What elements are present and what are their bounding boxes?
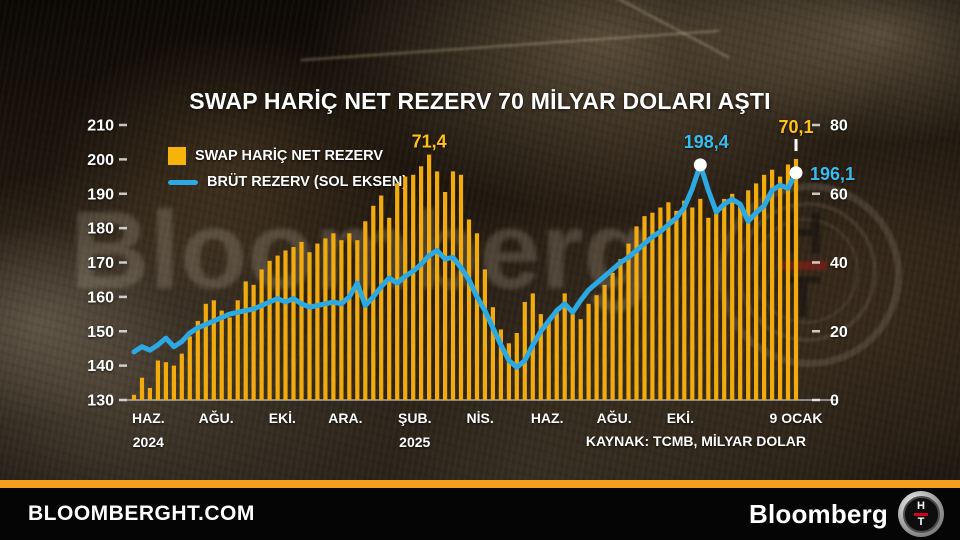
ht-watermark-ring bbox=[718, 183, 902, 367]
svg-text:EKİ.: EKİ. bbox=[667, 410, 694, 426]
chart-legend: SWAP HARİÇ NET REZERV BRÜT REZERV (SOL E… bbox=[168, 147, 407, 190]
svg-text:198,4: 198,4 bbox=[684, 132, 729, 152]
ht-watermark-redbar bbox=[779, 261, 827, 271]
svg-text:2024: 2024 bbox=[133, 434, 164, 450]
svg-text:EKİ.: EKİ. bbox=[269, 410, 296, 426]
ht-watermark-ring bbox=[737, 202, 877, 342]
svg-text:80: 80 bbox=[830, 118, 848, 135]
svg-text:180: 180 bbox=[87, 221, 114, 238]
svg-text:200: 200 bbox=[87, 152, 114, 169]
ht-watermark-ring bbox=[753, 218, 859, 324]
ht-watermark-t: T bbox=[785, 265, 821, 331]
chart-title: SWAP HARİÇ NET REZERV 70 MİLYAR DOLARI A… bbox=[189, 88, 771, 114]
legend-item-net-reserve: SWAP HARİÇ NET REZERV bbox=[168, 147, 407, 165]
svg-text:HAZ.: HAZ. bbox=[531, 410, 564, 426]
legend-item-gross-reserve: BRÜT REZERV (SOL EKSEN) bbox=[168, 174, 407, 190]
svg-text:196,1: 196,1 bbox=[810, 164, 855, 184]
svg-text:ŞUB.: ŞUB. bbox=[398, 410, 431, 426]
ht-logo-t: T bbox=[917, 515, 925, 528]
legend-label-gross-reserve: BRÜT REZERV (SOL EKSEN) bbox=[207, 174, 408, 190]
footer-orange-strip bbox=[0, 480, 960, 488]
svg-text:0: 0 bbox=[830, 393, 839, 410]
net-reserve-bars bbox=[131, 154, 799, 401]
annotations: 71,4 198,4 70,1 196,1 bbox=[412, 117, 855, 184]
source-note: KAYNAK: TCMB, MİLYAR DOLAR bbox=[585, 433, 806, 449]
legend-swatch-bar bbox=[168, 147, 186, 165]
footer-brand-group: Bloomberg H T bbox=[749, 491, 944, 537]
svg-text:170: 170 bbox=[87, 255, 114, 272]
bloomberg-wordmark: Bloomberg bbox=[748, 498, 888, 529]
ht-watermark-h: H bbox=[782, 201, 824, 266]
svg-text:40: 40 bbox=[830, 255, 848, 272]
svg-text:AĞU.: AĞU. bbox=[199, 409, 234, 426]
ht-logo-watermark: H T bbox=[769, 201, 837, 331]
svg-text:140: 140 bbox=[87, 358, 114, 375]
svg-text:NİS.: NİS. bbox=[467, 410, 494, 426]
svg-text:210: 210 bbox=[87, 118, 114, 135]
svg-text:60: 60 bbox=[830, 186, 848, 203]
legend-swatch-line bbox=[168, 179, 198, 185]
legend-label-net-reserve: SWAP HARİÇ NET REZERV bbox=[195, 148, 383, 164]
bloomberg-watermark: Bloomberg bbox=[70, 189, 651, 312]
twine-string bbox=[300, 29, 720, 62]
svg-text:150: 150 bbox=[87, 324, 114, 341]
svg-text:70,1: 70,1 bbox=[778, 117, 813, 137]
svg-text:2025: 2025 bbox=[399, 434, 430, 450]
svg-text:ARA.: ARA. bbox=[328, 410, 362, 426]
svg-text:9 OCAK: 9 OCAK bbox=[770, 410, 823, 426]
svg-text:AĞU.: AĞU. bbox=[597, 409, 632, 426]
svg-text:20: 20 bbox=[830, 324, 848, 341]
footer-bar: BLOOMBERGHT.COM Bloomberg H T bbox=[0, 480, 960, 540]
svg-text:160: 160 bbox=[87, 289, 114, 306]
gross-reserve-line bbox=[131, 162, 799, 370]
site-url: BLOOMBERGHT.COM bbox=[28, 502, 255, 525]
svg-text:71,4: 71,4 bbox=[412, 132, 447, 152]
svg-text:HAZ.: HAZ. bbox=[132, 410, 165, 426]
ht-logo-h: H bbox=[917, 499, 925, 512]
svg-text:190: 190 bbox=[87, 186, 114, 203]
bloomberg-ht-logo-icon: H T bbox=[898, 491, 944, 537]
ht-badge-inner: H T bbox=[902, 495, 940, 533]
ht-logo-redbar bbox=[914, 512, 928, 516]
footer-black-bar: BLOOMBERGHT.COM Bloomberg H T bbox=[0, 488, 960, 540]
svg-text:130: 130 bbox=[87, 393, 114, 410]
